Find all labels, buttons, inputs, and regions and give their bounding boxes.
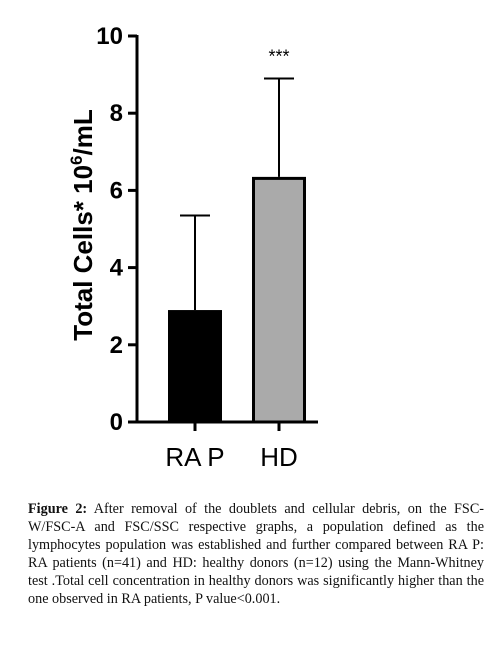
y-axis-title-unit: /mL bbox=[68, 109, 98, 155]
x-tick-label-2: HD bbox=[260, 442, 298, 472]
caption-label: Figure 2: bbox=[28, 501, 88, 517]
y-tick-label-5: 8 bbox=[110, 100, 123, 127]
figure-caption: Figure 2: After removal of the doublets … bbox=[28, 500, 484, 608]
x-tick-label-1: RA P bbox=[165, 442, 224, 472]
bar-2 bbox=[252, 176, 306, 424]
y-tick-label-2: 2 bbox=[110, 332, 123, 359]
y-tick-label-4: 6 bbox=[110, 177, 123, 204]
y-tick-label-3: 4 bbox=[110, 255, 124, 282]
y-axis-title: Total Cells* 106/mL bbox=[67, 109, 98, 341]
caption-text: After removal of the doublets and cellul… bbox=[28, 501, 485, 607]
y-tick-label-6: 10 bbox=[96, 23, 123, 50]
bar-1 bbox=[168, 310, 222, 424]
significance-label-2: *** bbox=[268, 46, 289, 66]
plot-area: RA P HD *** 0 2 4 6 8 10 bbox=[96, 23, 318, 472]
y-axis-title-main: Total Cells* 10 bbox=[68, 165, 98, 341]
y-tick-label-1: 0 bbox=[110, 409, 123, 436]
y-axis-title-superscript: 6 bbox=[67, 155, 86, 164]
